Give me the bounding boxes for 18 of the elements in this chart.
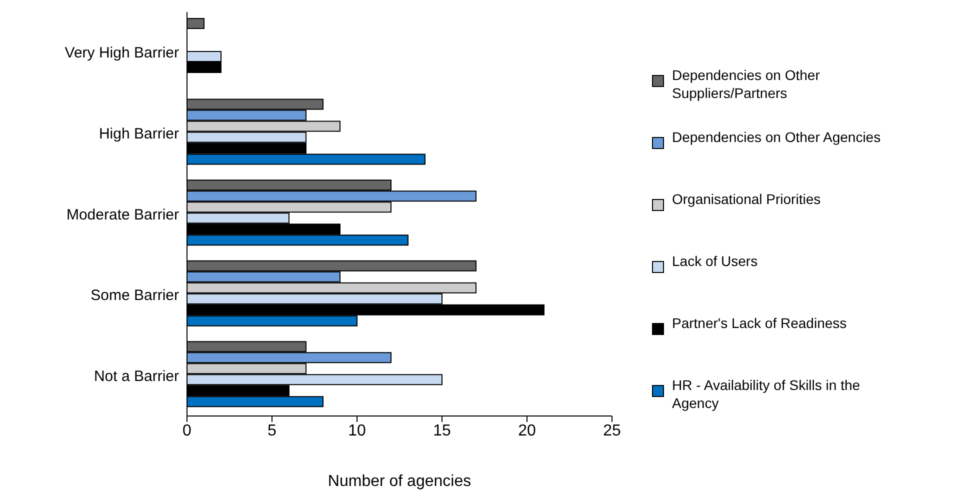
y-tick-label: Very High Barrier — [64, 44, 179, 62]
legend-label: Organisational Priorities — [672, 190, 821, 208]
legend-label: HR - Availability of Skills in the Agency — [672, 376, 862, 412]
y-tick-label: Moderate Barrier — [66, 206, 179, 224]
legend-label: Partner's Lack of Readiness — [672, 314, 847, 332]
x-tick-label: 15 — [433, 422, 451, 440]
x-tick-label: 10 — [348, 422, 366, 440]
y-tick-label: Not a Barrier — [94, 368, 179, 385]
x-tick-label: 25 — [603, 422, 621, 440]
x-tick-label: 20 — [518, 422, 536, 440]
x-tick-label: 0 — [182, 422, 192, 440]
legend-label: Lack of Users — [672, 252, 758, 270]
x-axis-title: Number of agencies — [328, 473, 472, 490]
y-tick-label: Some Barrier — [90, 287, 180, 304]
y-tick-label: High Barrier — [98, 126, 179, 143]
x-tick-label: 5 — [268, 422, 277, 440]
legend-label: Dependencies on Other Suppliers/Partners — [672, 66, 821, 102]
legend-label: Dependencies on Other Agencies — [672, 128, 881, 146]
